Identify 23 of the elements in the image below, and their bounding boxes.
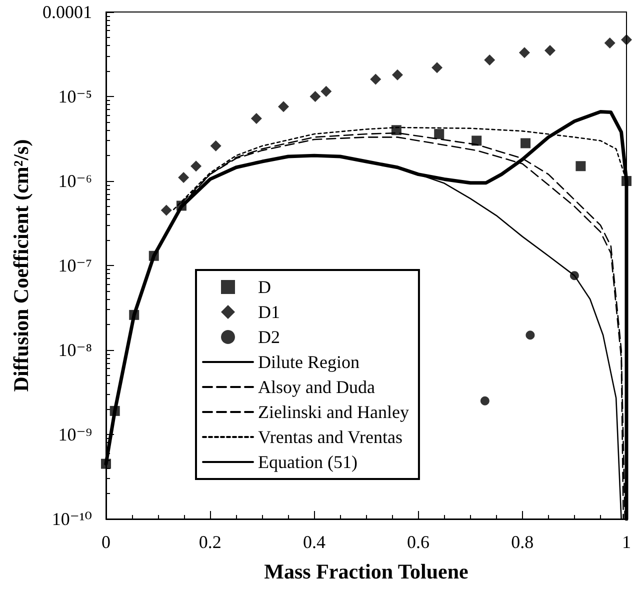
y-tick-label: 10⁻⁶ <box>58 171 92 191</box>
y-tick-label: 10⁻¹⁰ <box>52 509 92 529</box>
y-tick-label: 10⁻⁸ <box>58 340 92 360</box>
y-axis-title: Diffusion Coefficient (cm²/s) <box>9 139 34 392</box>
legend-label: Alsoy and Duda <box>258 377 375 397</box>
legend-label: Zielinski and Hanley <box>258 402 409 422</box>
x-tick-label: 0.4 <box>302 532 326 552</box>
x-tick-label: 0 <box>102 532 110 552</box>
y-tick-label: 10⁻⁷ <box>58 256 92 276</box>
x-tick-label: 0.2 <box>198 532 222 552</box>
y-tick-label: 10⁻⁵ <box>58 86 92 106</box>
x-axis-title: Mass Fraction Toluene <box>264 560 468 584</box>
legend-label: Equation (51) <box>258 452 358 472</box>
legend-label: D1 <box>258 302 280 322</box>
x-tick-label: 0.6 <box>407 532 430 552</box>
x-tick-label: 1 <box>622 532 631 552</box>
y-tick-label: 0.0001 <box>42 2 92 22</box>
legend-label: Vrentas and Vrentas <box>258 427 402 447</box>
x-tick-label: 0.8 <box>511 532 534 552</box>
y-tick-label: 10⁻⁹ <box>58 424 92 444</box>
legend-label: Dilute Region <box>258 352 360 372</box>
legend-label: D2 <box>258 327 280 347</box>
legend-label: D <box>258 277 271 297</box>
